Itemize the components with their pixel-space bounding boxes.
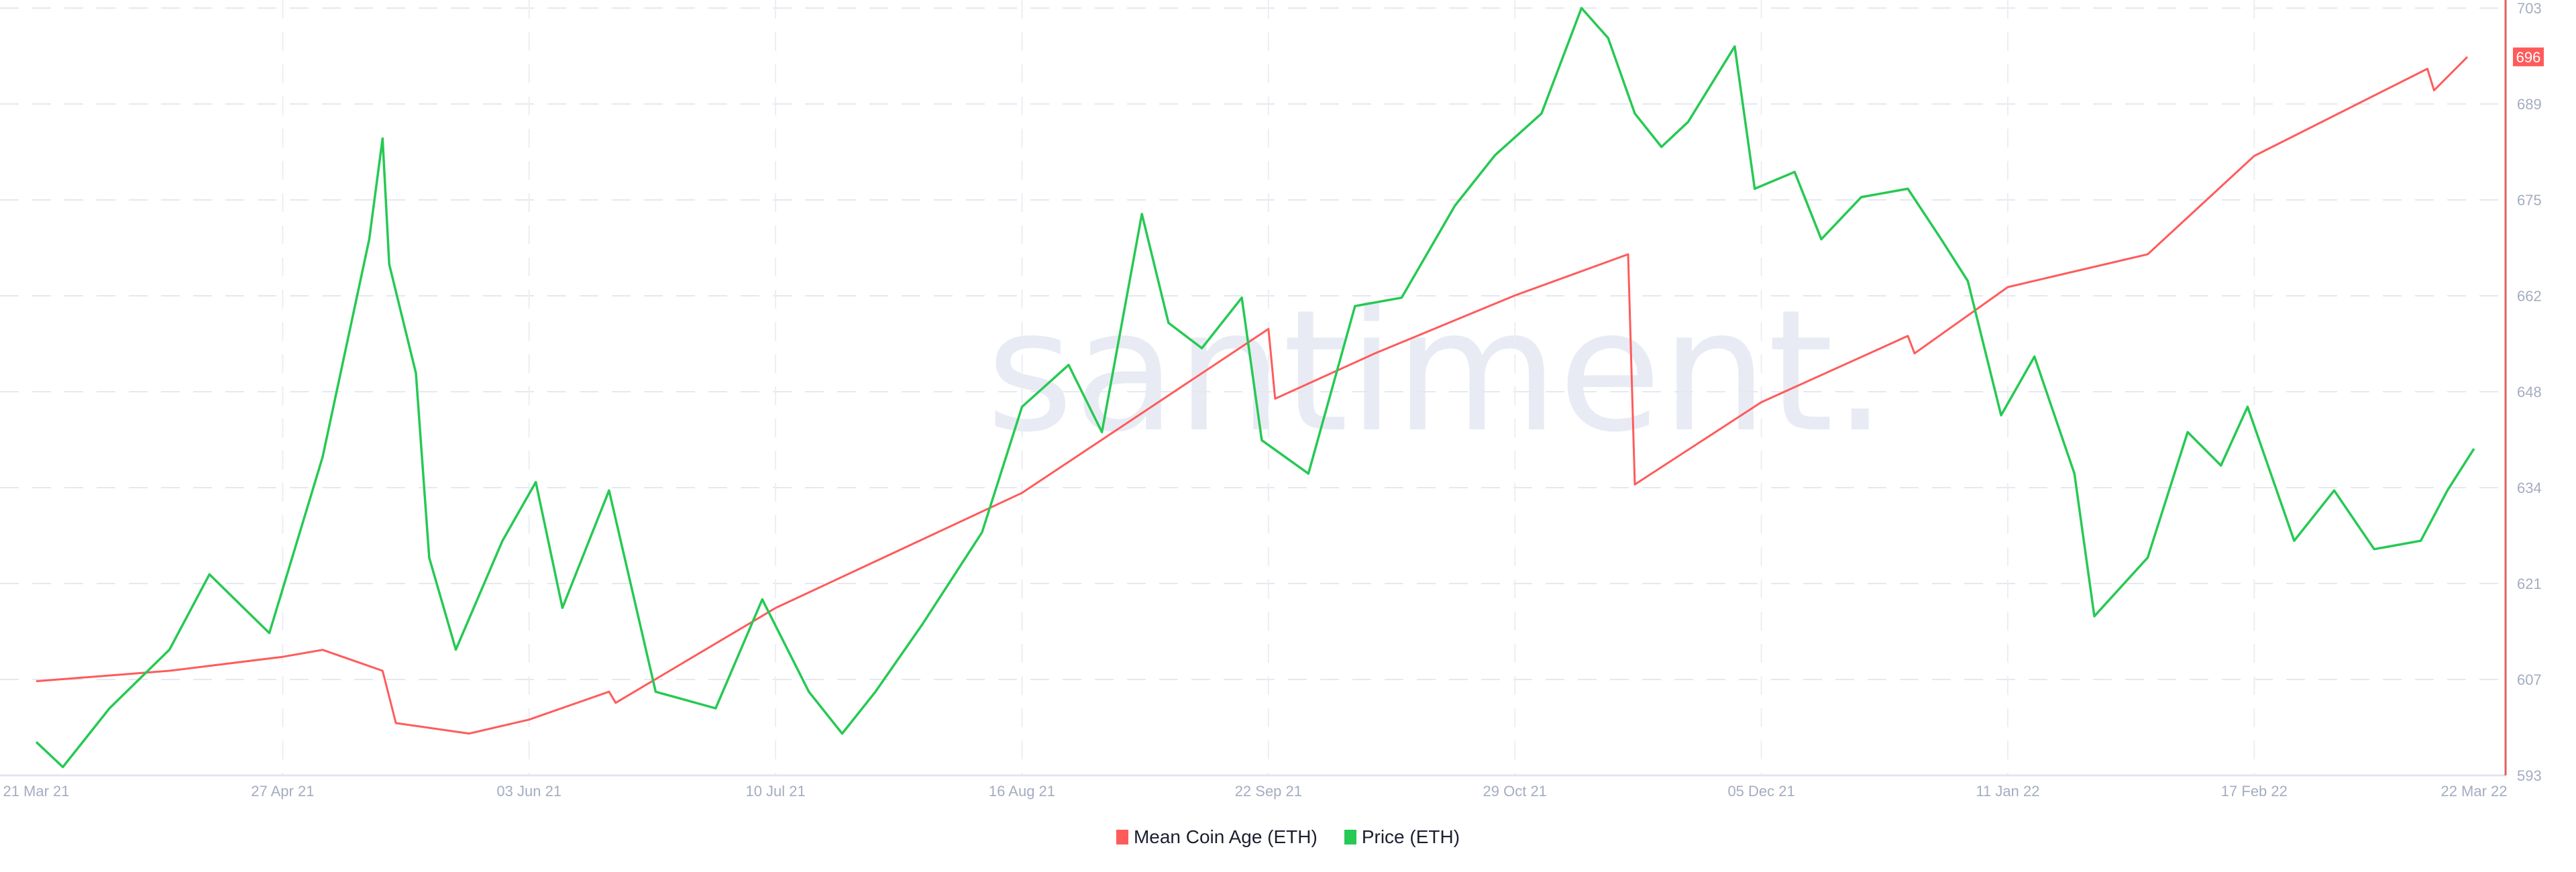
price-line [35, 7, 2475, 769]
x-tick-label: 22 Sep 21 [1235, 783, 1302, 800]
x-tick-label: 03 Jun 21 [496, 783, 561, 800]
last-value-badge-text: 696 [2516, 49, 2541, 66]
x-tick-label: 27 Apr 21 [251, 783, 314, 800]
legend-label: Mean Coin Age (ETH) [1133, 826, 1318, 847]
x-tick-label: 10 Jul 21 [745, 783, 805, 800]
y-tick-label: 689 [2517, 96, 2542, 113]
y-tick-label: 621 [2517, 576, 2542, 592]
grid [0, 0, 2506, 775]
legend: Mean Coin Age (ETH) Price (ETH) [0, 826, 2576, 848]
y-tick-label: 607 [2517, 671, 2542, 688]
y-tick-label: 662 [2517, 288, 2542, 305]
mean-coin-age-line [36, 56, 2469, 735]
last-value-badge [2513, 47, 2544, 66]
y-tick-label: 675 [2517, 192, 2542, 209]
x-tick-label: 16 Aug 21 [989, 783, 1055, 800]
x-tick-label: 05 Dec 21 [1727, 783, 1794, 800]
series-lines [35, 7, 2475, 769]
x-tick-label: 17 Feb 22 [2221, 783, 2288, 800]
legend-label: Price (ETH) [1361, 826, 1460, 847]
y-tick-label: 593 [2517, 767, 2542, 784]
x-tick-label: 11 Jan 22 [1976, 783, 2039, 800]
legend-item-mean-coin-age[interactable]: Mean Coin Age (ETH) [1116, 826, 1318, 848]
legend-swatch [1344, 830, 1356, 844]
x-tick-label: 21 Mar 21 [3, 783, 69, 800]
x-tick-label: 22 Mar 22 [2440, 783, 2507, 800]
axes: 703 689 675 662 648 634 621 607 593 21 Mar 21 27 A… [0, 0, 2544, 800]
y-tick-label: 634 [2517, 480, 2542, 496]
watermark-logo: santiment. [986, 274, 1887, 469]
x-tick-label: 29 Oct 21 [1483, 783, 1547, 800]
y-tick-label: 703 [2517, 0, 2542, 17]
y-tick-label: 648 [2517, 384, 2542, 400]
legend-swatch [1116, 830, 1128, 844]
legend-item-price[interactable]: Price (ETH) [1344, 826, 1460, 848]
chart: santiment. 703 689 675 662 648 634 621 607 593 21… [0, 0, 2544, 800]
